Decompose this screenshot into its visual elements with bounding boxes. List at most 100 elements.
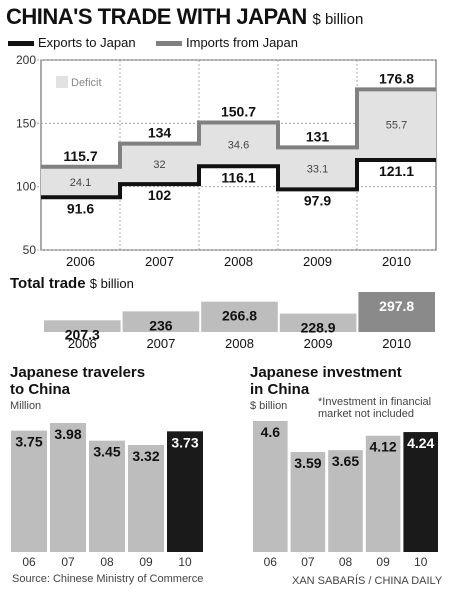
exports-value-label: 91.6	[67, 200, 94, 216]
travelers-bar	[128, 445, 164, 552]
trade-y-tick-label: 50	[23, 243, 37, 257]
total-trade-title-text: Total trade	[10, 275, 86, 292]
investment-note: *Investment in financial market not incl…	[318, 396, 431, 420]
investment-bar	[290, 452, 326, 552]
travelers-value-label: 3.98	[54, 426, 81, 442]
trade-x-tick-label: 2007	[145, 254, 174, 269]
deficit-value-label: 32	[153, 159, 165, 171]
imports-series-line	[41, 87, 436, 169]
imports-value-label: 176.8	[379, 70, 414, 86]
travelers-value-label: 3.75	[15, 434, 42, 450]
travelers-bar	[11, 430, 47, 552]
legend-exports-label: Exports to Japan	[38, 35, 136, 50]
chart-title: CHINA'S TRADE WITH JAPAN $ billion	[6, 4, 363, 30]
legend-imports-swatch	[156, 41, 182, 46]
total-trade-value-label: 207.3	[65, 326, 100, 342]
deficit-value-label: 33.1	[307, 163, 328, 175]
total-trade-x-tick-label: 2008	[225, 336, 254, 351]
chart-title-text: CHINA'S TRADE WITH JAPAN	[6, 4, 307, 29]
investment-bar	[365, 435, 401, 552]
chart-title-unit: $ billion	[312, 11, 364, 28]
travelers-title-line2: to China	[10, 381, 70, 398]
trade-x-tick-label: 2008	[224, 254, 253, 269]
deficit-value-label: 34.6	[228, 139, 249, 151]
total-trade-title: Total trade $ billion	[10, 275, 134, 292]
deficit-area	[199, 122, 278, 167]
travelers-x-tick-label: 08	[100, 555, 114, 569]
exports-value-label: 97.9	[304, 192, 331, 208]
travelers-x-tick-label: 09	[139, 555, 153, 569]
trade-x-tick-label: 2006	[66, 254, 95, 269]
travelers-unit: Million	[10, 400, 42, 412]
investment-note-line2: market not included	[318, 408, 414, 420]
deficit-area	[357, 89, 436, 160]
investment-title-line1: Japanese investment	[250, 364, 402, 381]
trade-x-tick-label: 2010	[382, 254, 411, 269]
imports-value-label: 134	[148, 125, 172, 141]
investment-value-label: 4.12	[369, 439, 396, 455]
total-trade-x-tick-label: 2007	[146, 336, 175, 351]
travelers-bar	[167, 431, 203, 552]
travelers-title: Japanese travelers to China	[10, 364, 145, 398]
investment-bar	[403, 432, 438, 552]
investment-value-label: 4.6	[261, 424, 281, 440]
exports-value-label: 102	[148, 187, 172, 203]
deficit-area	[41, 166, 120, 198]
total-trade-x-tick-label: 2009	[304, 336, 333, 351]
trade-y-tick-label: 150	[16, 116, 36, 130]
total-trade-bar	[279, 313, 357, 332]
total-trade-bar	[358, 292, 435, 332]
total-trade-value-label: 236	[149, 317, 173, 333]
total-trade-x-tick-label: 2006	[68, 336, 97, 351]
source-note: Source: Chinese Ministry of Commerce	[12, 573, 204, 585]
investment-value-label: 3.59	[294, 455, 321, 471]
legend-deficit-label: Deficit	[71, 77, 102, 89]
exports-series-line	[41, 157, 436, 200]
imports-value-label: 131	[306, 128, 330, 144]
imports-value-label: 150.7	[221, 103, 256, 119]
travelers-x-tick-label: 10	[178, 555, 192, 569]
legend-exports-swatch	[8, 41, 34, 46]
travelers-x-tick-label: 07	[61, 555, 75, 569]
investment-title-line2: in China	[250, 381, 310, 398]
travelers-value-label: 3.32	[132, 448, 159, 464]
investment-title: Japanese investment in China	[250, 364, 402, 398]
total-trade-value-label: 297.8	[379, 298, 414, 314]
legend-imports-label: Imports from Japan	[186, 35, 298, 50]
trade-y-tick-label: 200	[16, 53, 36, 67]
exports-value-label: 121.1	[379, 163, 414, 179]
investment-note-line1: *Investment in financial	[318, 396, 432, 408]
investment-bar	[253, 421, 288, 552]
total-trade-value-label: 228.9	[301, 320, 336, 336]
investment-x-tick-label: 10	[414, 555, 428, 569]
deficit-value-label: 55.7	[386, 120, 407, 132]
total-trade-value-label: 266.8	[222, 308, 257, 324]
investment-value-label: 3.65	[332, 453, 359, 469]
trade-x-tick-label: 2009	[303, 254, 332, 269]
deficit-value-label: 24.1	[70, 177, 91, 189]
travelers-bar	[50, 423, 86, 552]
investment-x-tick-label: 09	[376, 555, 390, 569]
total-trade-bar	[122, 311, 200, 332]
investment-unit: $ billion	[250, 400, 288, 412]
travelers-value-label: 3.45	[93, 444, 120, 460]
travelers-x-tick-label: 06	[22, 555, 36, 569]
investment-bar	[328, 450, 363, 552]
deficit-area	[120, 143, 199, 185]
investment-x-tick-label: 07	[301, 555, 315, 569]
trade-y-tick-label: 100	[16, 180, 36, 194]
travelers-bar	[89, 440, 125, 552]
investment-value-label: 4.24	[407, 435, 434, 451]
legend-deficit-swatch	[56, 76, 68, 88]
investment-x-tick-label: 06	[264, 555, 278, 569]
total-trade-bar	[201, 301, 278, 332]
exports-value-label: 116.1	[221, 169, 255, 185]
total-trade-bar	[44, 320, 121, 332]
investment-x-tick-label: 08	[339, 555, 353, 569]
total-trade-unit: $ billion	[89, 276, 134, 291]
credit-line: XAN SABARÍS / CHINA DAILY	[292, 575, 443, 587]
deficit-area	[278, 147, 357, 190]
imports-value-label: 115.7	[63, 148, 97, 164]
travelers-title-line1: Japanese travelers	[10, 364, 146, 381]
